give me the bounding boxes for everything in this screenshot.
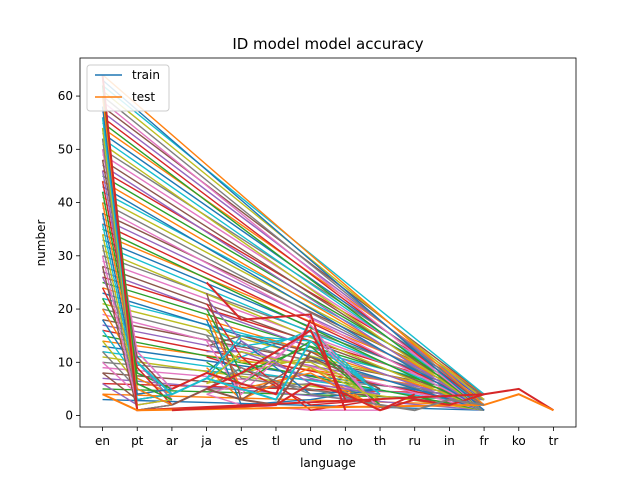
fan-line xyxy=(102,116,485,406)
fan-line xyxy=(102,265,485,406)
fan-line xyxy=(102,143,485,411)
legend: train test xyxy=(86,64,170,112)
plot-frame xyxy=(79,57,577,428)
fan-line xyxy=(102,393,485,406)
y-tick-label: 60 xyxy=(58,89,73,103)
fan-line xyxy=(101,117,173,401)
series-line xyxy=(171,319,312,396)
x-tick-label: und xyxy=(299,434,322,448)
x-tick-label: en xyxy=(95,434,110,448)
y-tick-label: 20 xyxy=(58,302,73,316)
x-tick-label: no xyxy=(338,434,353,448)
x-tick-label: in xyxy=(444,434,455,448)
y-axis-label: number xyxy=(34,220,48,267)
x-tick-label: pt xyxy=(131,434,144,448)
series-line xyxy=(171,351,312,406)
fan-line xyxy=(102,79,485,411)
series-line xyxy=(379,393,485,412)
x-axis-ticks: en pt ar ja es tl und no th ru in fr ko tr xyxy=(95,427,558,448)
fan-line xyxy=(102,180,485,406)
fan-line xyxy=(102,74,485,406)
fan-line xyxy=(102,228,485,411)
legend-train-label: train xyxy=(132,68,160,82)
fan-line xyxy=(102,95,485,406)
series-line xyxy=(136,340,312,401)
fan-line xyxy=(206,334,381,395)
fan-line xyxy=(102,244,485,406)
fan-line xyxy=(101,106,173,396)
fan-line xyxy=(102,138,485,406)
x-tick-label: th xyxy=(374,434,386,448)
fan-line xyxy=(102,159,485,406)
x-tick-label: tl xyxy=(272,434,280,448)
fan-line xyxy=(102,185,485,411)
fan-line xyxy=(206,329,381,411)
x-tick-label: ko xyxy=(512,434,526,448)
plot-lines xyxy=(101,74,554,412)
x-tick-label: ru xyxy=(408,434,421,448)
legend-box xyxy=(86,64,170,112)
chart-title: ID model model accuracy xyxy=(232,35,423,53)
y-tick-label: 50 xyxy=(58,142,73,156)
fan-line xyxy=(102,207,485,411)
x-tick-label: es xyxy=(234,434,248,448)
y-tick-label: 40 xyxy=(58,196,73,210)
legend-test-label: test xyxy=(132,90,155,104)
x-tick-label: fr xyxy=(479,434,488,448)
fan-line xyxy=(205,292,381,401)
fan-line xyxy=(102,201,485,406)
fan-line xyxy=(102,249,485,411)
fan-line xyxy=(102,164,485,411)
y-tick-label: 10 xyxy=(58,355,73,369)
y-tick-label: 0 xyxy=(65,409,73,423)
fan-line xyxy=(102,287,485,406)
series-line xyxy=(379,398,485,412)
fan-line xyxy=(206,297,381,395)
fan-line xyxy=(102,223,485,406)
x-tick-label: tr xyxy=(549,434,559,448)
series-line xyxy=(206,328,347,401)
y-axis-ticks: 0 10 20 30 40 50 60 xyxy=(58,89,80,423)
fan-line xyxy=(102,122,485,411)
fan-line xyxy=(206,324,381,395)
x-tick-label: ja xyxy=(200,434,212,448)
series-line xyxy=(171,382,416,412)
series-line xyxy=(205,281,347,411)
fan-line xyxy=(206,303,381,411)
x-axis-label: language xyxy=(300,456,356,470)
fan-line xyxy=(101,181,173,406)
y-tick-label: 30 xyxy=(58,249,73,263)
fan-line xyxy=(102,100,485,411)
x-tick-label: ar xyxy=(166,434,178,448)
fan-line xyxy=(206,350,381,401)
